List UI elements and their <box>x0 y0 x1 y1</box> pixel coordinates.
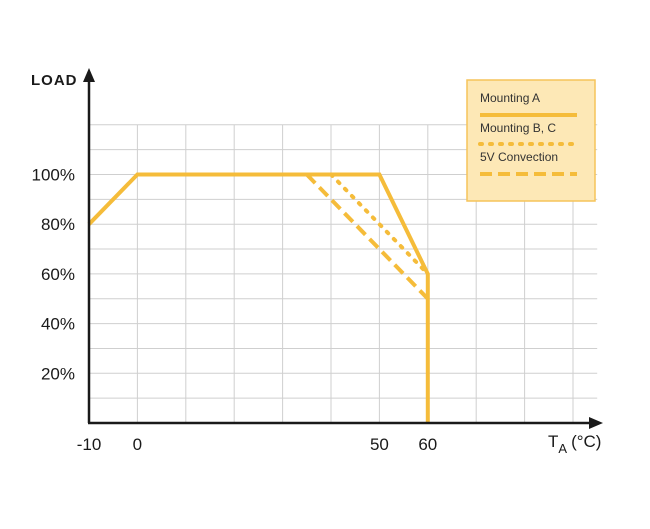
series-lines <box>87 172 430 423</box>
x-axis-arrow <box>589 417 603 429</box>
x-axis-title-main: T <box>548 432 558 451</box>
series-line-mounting-a <box>87 172 430 423</box>
series-line-mounting-bc <box>329 172 430 276</box>
y-tick-label: 60% <box>41 265 75 284</box>
axes <box>83 68 603 429</box>
legend-box <box>466 79 596 202</box>
y-axis-arrow <box>83 68 95 82</box>
y-tick-label: 100% <box>32 166 75 185</box>
x-axis-title: TA (°C) <box>548 432 601 456</box>
legend-label-mounting-a: Mounting A <box>480 91 540 105</box>
y-tick-label: 40% <box>41 315 75 334</box>
tick-labels: -10 0 50 60 20% 40% 60% 80% 100% <box>32 166 438 455</box>
x-tick-label: -10 <box>77 435 102 454</box>
x-tick-label: 60 <box>418 435 437 454</box>
legend-label-mounting-bc: Mounting B, C <box>480 121 556 135</box>
y-axis-title: LOAD <box>31 72 78 89</box>
y-tick-label: 80% <box>41 215 75 234</box>
x-axis-title-unit: (°C) <box>571 432 601 451</box>
x-axis-title-subscript: A <box>558 441 567 456</box>
legend: Mounting A Mounting B, C 5V Convection <box>466 79 596 202</box>
y-tick-label: 20% <box>41 364 75 383</box>
legend-label-5v-convection: 5V Convection <box>480 150 558 164</box>
x-tick-label: 0 <box>133 435 142 454</box>
x-tick-label: 50 <box>370 435 389 454</box>
series-line-5v-convection <box>305 173 430 301</box>
